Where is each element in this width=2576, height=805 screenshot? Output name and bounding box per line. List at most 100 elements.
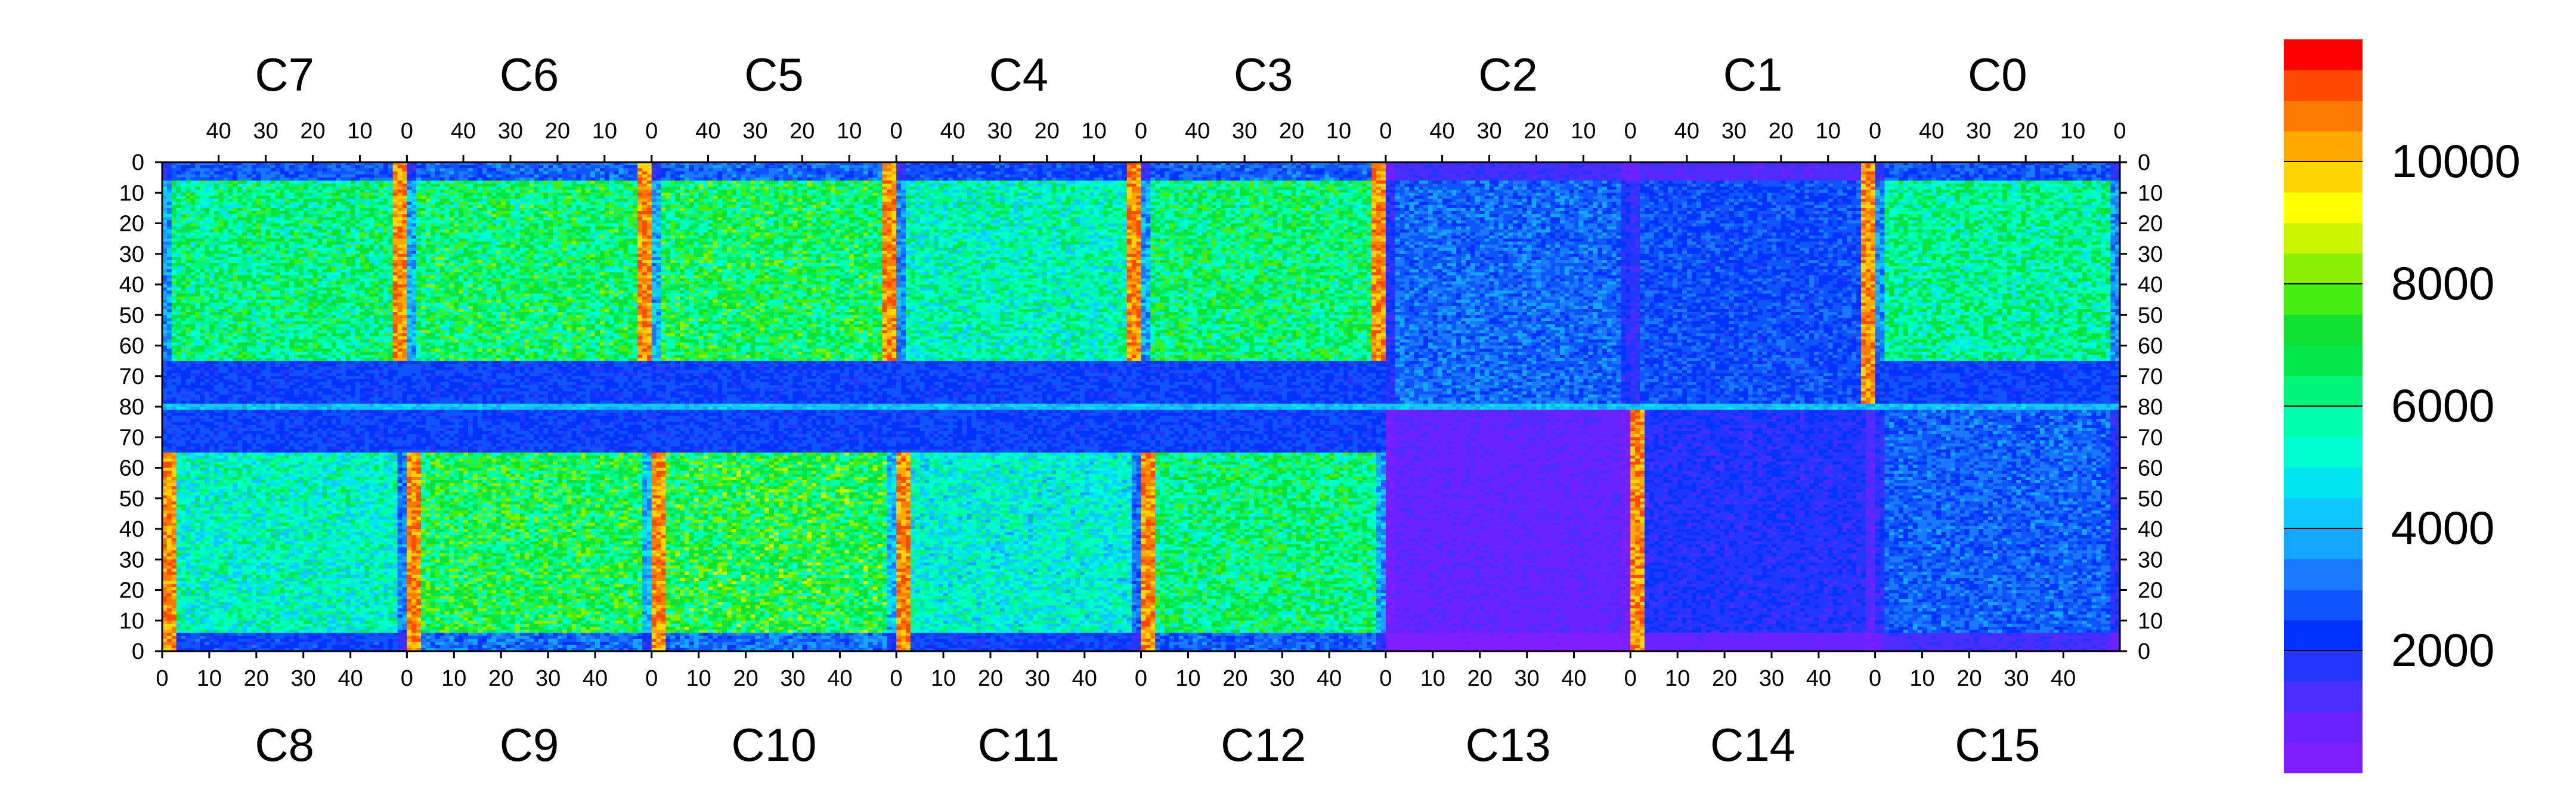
row-tick-label-right: 10 [2138, 609, 2163, 634]
row-tick-label-right: 40 [2138, 517, 2163, 542]
chip-label-bottom: C11 [978, 719, 1060, 771]
row-tick-label-right: 50 [2138, 303, 2163, 328]
column-tick-label-bottom: 30 [2004, 666, 2029, 691]
column-tick-label-bottom: 20 [978, 666, 1003, 691]
chip-label-bottom: C14 [1710, 719, 1795, 771]
colorbar-segment [2284, 590, 2363, 621]
chip-label-top: C1 [1723, 48, 1783, 101]
chip-c10 [652, 407, 897, 652]
column-tick-label-bottom: 10 [197, 666, 222, 691]
column-tick-label-bottom: 10 [1909, 666, 1934, 691]
row-tick-label-right: 70 [2138, 364, 2163, 389]
chip-label-bottom: C15 [1955, 719, 2040, 771]
colorbar-segment [2284, 101, 2363, 132]
chip-c6 [407, 162, 652, 407]
column-tick-label-top: 40 [1919, 119, 1944, 144]
row-tick-label-right: 20 [2138, 578, 2163, 603]
row-tick-label-right: 20 [2138, 212, 2163, 237]
row-tick-label-left: 0 [132, 639, 144, 664]
column-tick-label-bottom: 30 [1025, 666, 1050, 691]
chip-c0 [1875, 162, 2120, 407]
column-tick-label-top: 40 [695, 119, 720, 144]
column-tick-label-bottom: 20 [1956, 666, 1981, 691]
column-tick-label-top: 40 [1185, 119, 1210, 144]
chip-label-bottom: C9 [500, 719, 559, 771]
colorbar-segment [2284, 712, 2363, 743]
colorbar-segment [2284, 620, 2363, 651]
column-tick-label-bottom: 20 [244, 666, 269, 691]
row-tick-label-right: 80 [2138, 395, 2163, 420]
column-tick-label-bottom: 0 [156, 666, 168, 691]
column-tick-label-bottom: 10 [686, 666, 711, 691]
column-tick-label-top: 0 [1869, 119, 1881, 144]
row-tick-label-left: 30 [119, 242, 144, 267]
column-tick-label-bottom: 10 [1665, 666, 1690, 691]
column-tick-label-top: 10 [1816, 119, 1841, 144]
colorbar-segment [2284, 681, 2363, 712]
column-tick-label-top: 20 [789, 119, 815, 144]
row-tick-label-right: 30 [2138, 547, 2163, 572]
column-tick-label-top: 40 [940, 119, 965, 144]
row-tick-label-right: 40 [2138, 273, 2163, 298]
column-tick-label-top: 0 [890, 119, 903, 144]
row-tick-label-left: 60 [119, 334, 144, 359]
chip-c1 [1630, 162, 1875, 407]
row-tick-label-right: 10 [2138, 181, 2163, 206]
row-tick-label-left: 20 [119, 578, 144, 603]
row-tick-label-right: 60 [2138, 456, 2163, 481]
column-tick-label-top: 30 [987, 119, 1013, 144]
chip-label-top: C0 [1968, 48, 2027, 101]
column-tick-label-bottom: 40 [1806, 666, 1831, 691]
column-tick-label-top: 10 [1326, 119, 1351, 144]
column-tick-label-top: 40 [1429, 119, 1454, 144]
column-tick-label-top: 30 [1232, 119, 1257, 144]
chip-label-top: C2 [1478, 48, 1538, 101]
column-tick-label-bottom: 40 [827, 666, 852, 691]
chip-label-top: C5 [744, 48, 804, 101]
column-tick-label-top: 10 [837, 119, 862, 144]
column-tick-label-top: 0 [1379, 119, 1392, 144]
column-tick-label-top: 20 [1279, 119, 1304, 144]
chip-c2 [1386, 162, 1631, 407]
chip-label-top: C6 [500, 48, 559, 101]
chip-c4 [896, 162, 1141, 407]
chip-c13 [1386, 407, 1631, 652]
column-tick-label-bottom: 0 [890, 666, 903, 691]
row-tick-label-right: 0 [2138, 639, 2150, 664]
column-tick-label-bottom: 40 [2051, 666, 2076, 691]
column-tick-label-bottom: 0 [1379, 666, 1392, 691]
row-tick-label-right: 60 [2138, 334, 2163, 359]
colorbar-segment [2284, 406, 2363, 437]
column-tick-label-top: 30 [742, 119, 767, 144]
colorbar-segment [2284, 70, 2363, 101]
row-tick-label-left: 40 [119, 517, 144, 542]
column-tick-label-top: 0 [645, 119, 658, 144]
row-tick-label-left: 50 [119, 303, 144, 328]
colorbar-segment [2284, 498, 2363, 529]
column-tick-label-top: 30 [1476, 119, 1501, 144]
colorbar-segment [2284, 131, 2363, 162]
row-tick-label-left: 40 [119, 273, 144, 298]
row-tick-label-left: 70 [119, 364, 144, 389]
column-tick-label-bottom: 40 [583, 666, 608, 691]
column-tick-label-top: 20 [300, 119, 325, 144]
row-tick-label-left: 20 [119, 212, 144, 237]
column-tick-label-bottom: 30 [1514, 666, 1539, 691]
row-tick-label-left: 30 [119, 547, 144, 572]
row-tick-label-left: 60 [119, 456, 144, 481]
column-tick-label-top: 20 [1035, 119, 1060, 144]
column-tick-label-top: 10 [592, 119, 617, 144]
column-tick-label-bottom: 20 [1712, 666, 1737, 691]
chip-label-top: C7 [255, 48, 314, 101]
column-tick-label-bottom: 40 [1317, 666, 1342, 691]
column-tick-label-bottom: 40 [1072, 666, 1097, 691]
column-tick-label-top: 40 [451, 119, 476, 144]
column-tick-label-bottom: 30 [780, 666, 805, 691]
row-tick-label-left: 0 [132, 150, 144, 175]
column-tick-label-top: 10 [1571, 119, 1596, 144]
colorbar-segment [2284, 651, 2363, 682]
colorbar-tick-label: 6000 [2391, 379, 2495, 432]
row-tick-label-left: 50 [119, 487, 144, 512]
column-tick-label-top: 10 [2060, 119, 2085, 144]
